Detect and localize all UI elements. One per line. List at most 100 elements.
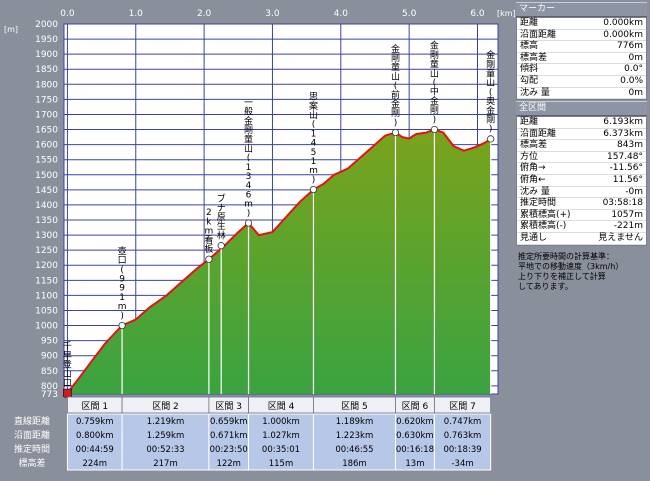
y-tick-label: 1950 xyxy=(35,35,58,45)
segment-header-cell xyxy=(434,396,492,414)
segment-name: 区間 4 xyxy=(268,401,295,412)
segment-value: 00:16:18 xyxy=(396,445,434,455)
y-tick-label: 1050 xyxy=(35,306,58,316)
full-section-label: 沈み 量 xyxy=(520,186,550,197)
waypoint-label: 一般金剛童山(1 3 4 6 m) xyxy=(244,98,253,218)
waypoint-label: ブナ原生林 xyxy=(217,193,226,242)
x-tick-label: 0.0 xyxy=(60,9,75,19)
segment-name: 区間 5 xyxy=(341,401,368,412)
elevation-area xyxy=(67,129,491,394)
full-section-label: 標高差 xyxy=(520,140,548,151)
y-unit-label: [m] xyxy=(4,25,18,34)
full-section-value: -0m xyxy=(625,186,643,197)
segment-value: 217m xyxy=(153,459,178,469)
waypoint-label: 金剛童山(中金剛) xyxy=(430,40,439,126)
segment-value: 00:52:33 xyxy=(146,445,184,455)
y-tick-label: 1600 xyxy=(35,141,58,151)
segment-row-label: 沿面距離 xyxy=(14,429,50,441)
segment-body-cell xyxy=(433,413,492,471)
y-tick-label: 1150 xyxy=(35,276,58,286)
full-section-row: 累積標高(-) -221m xyxy=(517,221,646,233)
marker-panel-title: マーカー xyxy=(516,2,647,17)
y-tick-label: 1450 xyxy=(35,186,58,196)
segment-value: 122m xyxy=(216,459,241,469)
y-tick-label: 1700 xyxy=(35,110,58,120)
full-section-label: 累積標高(-) xyxy=(520,221,567,232)
segment-body-cell xyxy=(208,413,250,471)
marker-value: 0.000km xyxy=(603,18,643,28)
segment-body-cell xyxy=(248,413,314,471)
marker-label: 標高 xyxy=(520,41,539,52)
full-section-value: 6.193km xyxy=(603,117,643,127)
marker-value: 0.0° xyxy=(624,64,643,75)
full-section-table: 距離 6.193km 沿面距離 6.373km 標高差 843m 方位 157.48° 俯角→ -… xyxy=(516,116,647,246)
full-section-value: 03:58:18 xyxy=(602,198,643,209)
segment-value: 0.671km xyxy=(210,431,248,441)
waypoint-marker xyxy=(309,185,318,194)
marker-row: 沿面距離 0.000km xyxy=(517,30,646,42)
marker-row: 傾斜 0.0° xyxy=(517,64,646,76)
segment-value: 0.659km xyxy=(210,417,248,427)
marker-label: 沿面距離 xyxy=(520,29,557,40)
segment-body-cell xyxy=(66,413,123,471)
y-tick-label: 1550 xyxy=(35,156,58,166)
waypoint-marker xyxy=(487,135,495,143)
full-section-value: -11.56° xyxy=(609,163,643,174)
marker-value: 0.0% xyxy=(620,75,643,86)
segment-name: 区間 2 xyxy=(152,401,179,412)
segment-value: 0.747km xyxy=(444,417,482,427)
y-tick-label: 1500 xyxy=(35,171,58,181)
waypoint-label: 思案山(1 4 5 1 m) xyxy=(309,92,318,186)
full-section-label: 俯角→ xyxy=(520,163,546,174)
segment-name: 区間 6 xyxy=(402,401,429,412)
full-section-row: 沈み 量 -0m xyxy=(517,187,646,199)
segment-value: 0.763km xyxy=(444,431,482,441)
y-tick-label: 1100 xyxy=(35,291,58,301)
full-section-row: 見通し 見えません xyxy=(517,233,646,245)
time-calculation-note: 推定所要時間の計算基準： 平地での移動速度（3km/h） 上り下りを補正して計算… xyxy=(518,252,624,291)
waypoint-label: 金剛童山(前金剛) xyxy=(391,43,400,129)
y-tick-label: 800 xyxy=(41,382,58,392)
segment-row-label: 推定時間 xyxy=(14,443,50,455)
marker-table: 距離 0.000km 沿面距離 0.000km 標高 776m 標高差 0m 傾斜 0.0° 勾配 0… xyxy=(516,17,647,101)
waypoint-marker xyxy=(205,255,213,263)
segment-value: 0.630km xyxy=(396,431,434,441)
y-tick-label: 1200 xyxy=(35,261,58,271)
waypoint-label: 千早登山口 xyxy=(63,341,72,389)
y-tick-label: 1850 xyxy=(35,65,58,75)
segment-body-cell xyxy=(312,413,396,471)
segment-value: 186m xyxy=(342,459,367,469)
x-unit-label: [km] xyxy=(497,9,516,18)
segment-value: 0.759km xyxy=(76,417,114,427)
y-tick-label: 1900 xyxy=(35,50,58,60)
x-tick-label: 2.0 xyxy=(197,9,212,19)
segment-value: 1.259km xyxy=(147,431,185,441)
full-section-row: 距離 6.193km xyxy=(517,117,646,129)
segment-value: 224m xyxy=(82,459,107,469)
y-tick-label: 1400 xyxy=(35,201,58,211)
marker-row: 距離 0.000km xyxy=(517,18,646,30)
y-tick-label: 2000 xyxy=(35,20,58,30)
full-section-row: 累積標高(+) 1057m xyxy=(517,210,646,222)
marker-label: 沈み 量 xyxy=(520,87,550,98)
marker-row: 標高差 0m xyxy=(517,53,646,65)
full-section-label: 俯角← xyxy=(520,174,546,185)
marker-row: 沈み 量 0m xyxy=(517,88,646,100)
full-section-value: 見えません xyxy=(598,232,643,243)
full-section-label: 推定時間 xyxy=(520,198,557,209)
full-section-panel: 全区間 距離 6.193km 沿面距離 6.373km 標高差 843m 方位 157.48°… xyxy=(516,101,647,246)
full-section-value: 843m xyxy=(617,140,643,151)
y-tick-label: 900 xyxy=(41,352,58,362)
y-tick-label: 1000 xyxy=(35,322,58,332)
waypoint-label: 2 k m 看板 xyxy=(204,208,213,255)
full-section-row: 標高差 843m xyxy=(517,140,646,152)
segment-row-label: 直線距離 xyxy=(14,415,50,427)
y-tick-label: 1350 xyxy=(35,216,58,226)
full-section-label: 沿面距離 xyxy=(520,128,557,139)
segment-value: 1.027km xyxy=(262,431,300,441)
segment-value: 00:23:50 xyxy=(210,445,248,455)
marker-value: 776m xyxy=(617,41,643,52)
full-section-label: 見通し xyxy=(520,232,548,243)
segment-value: 1.223km xyxy=(336,431,374,441)
